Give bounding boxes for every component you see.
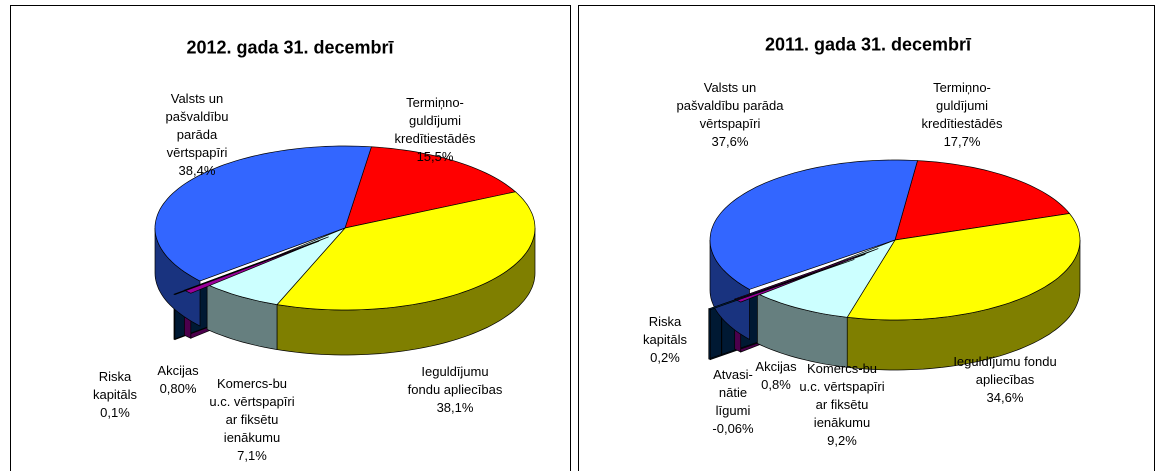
category-label: Riska kapitāls xyxy=(92,369,138,402)
category-label: Komercs-bu u.c. vērtspapīri ar fiksētu i… xyxy=(209,376,295,445)
pie-slice xyxy=(846,213,1081,321)
slice-label: Riska kapitāls 0,1% xyxy=(93,368,137,422)
slice-label: Ieguldījumu fondu apliecības 34,6% xyxy=(953,353,1056,407)
slice-label: Riska kapitāls 0,2% xyxy=(643,313,687,367)
category-label: Termiņno- guldījumi kredītiestādēs xyxy=(394,95,476,146)
category-label: Ieguldījumu fondu apliecības xyxy=(953,354,1057,387)
pie-slice xyxy=(756,239,896,318)
category-label: Atvasi- nātie līgumi xyxy=(713,367,753,418)
slice-label: Komercs-bu u.c. vērtspapīri ar fiksētu i… xyxy=(799,360,884,450)
value-label: 15,5% xyxy=(416,149,454,164)
pie-slice xyxy=(154,145,372,282)
chart-title: 2011. gada 31. decembrī xyxy=(764,34,972,55)
category-label: Valsts un pašvaldību parāda vērtspapīri xyxy=(165,91,229,160)
slice-label: Termiņno- guldījumi kredītiestādēs 15,5% xyxy=(395,94,476,166)
value-label: 0,8% xyxy=(761,377,791,392)
pie-slice xyxy=(707,259,855,310)
chart-title: 2012. gada 31. decembrī xyxy=(186,37,394,58)
slice-label: Akcijas 0,80% xyxy=(157,362,198,398)
slice-label: Komercs-bu u.c. vērtspapīri ar fiksētu i… xyxy=(209,375,294,465)
slice-label: Valsts un pašvaldību parāda vērtspapīri 3… xyxy=(166,90,229,180)
category-label: Riska kapitāls xyxy=(642,314,688,347)
pie-slice xyxy=(173,240,320,295)
value-label: 37,6% xyxy=(711,134,749,149)
value-label: -0,06% xyxy=(712,421,754,436)
category-label: Ieguldījumu fondu apliecības xyxy=(407,364,503,397)
value-label: 38,1% xyxy=(436,400,474,415)
slice-label: Akcijas 0,8% xyxy=(755,358,796,394)
value-label: 38,4% xyxy=(178,163,216,178)
category-label: Komercs-bu u.c. vērtspapīri ar fiksētu i… xyxy=(799,361,885,430)
slice-label: Termiņno- guldījumi kredītiestādēs 17,7% xyxy=(922,79,1003,151)
slice-label: Valsts un pašvaldību parāda vērtspapīri 3… xyxy=(677,79,784,151)
value-label: 34,6% xyxy=(986,390,1024,405)
category-label: Termiņno- guldījumi kredītiestādēs xyxy=(921,80,1003,131)
slice-label: Ieguldījumu fondu apliecības 38,1% xyxy=(408,363,503,417)
panel-border xyxy=(578,5,1155,471)
value-label: 7,1% xyxy=(237,448,267,463)
value-label: 17,7% xyxy=(943,134,981,149)
pie-side xyxy=(708,308,711,361)
pie-slice xyxy=(894,160,1071,241)
category-label: Valsts un pašvaldību parāda vērtspapīri xyxy=(676,80,784,131)
value-label: 0,80% xyxy=(159,381,197,396)
slice-label: Atvasi- nātie līgumi -0,06% xyxy=(712,366,753,438)
pie-slice xyxy=(709,159,918,290)
value-label: 9,2% xyxy=(827,433,857,448)
category-label: Akcijas xyxy=(755,359,797,374)
category-label: Akcijas xyxy=(157,363,199,378)
value-label: 0,1% xyxy=(100,405,130,420)
pie-slice xyxy=(344,146,517,229)
value-label: 0,2% xyxy=(650,350,680,365)
pie-slice xyxy=(206,227,346,305)
pie-slice xyxy=(276,191,536,311)
panel-border xyxy=(10,5,571,471)
